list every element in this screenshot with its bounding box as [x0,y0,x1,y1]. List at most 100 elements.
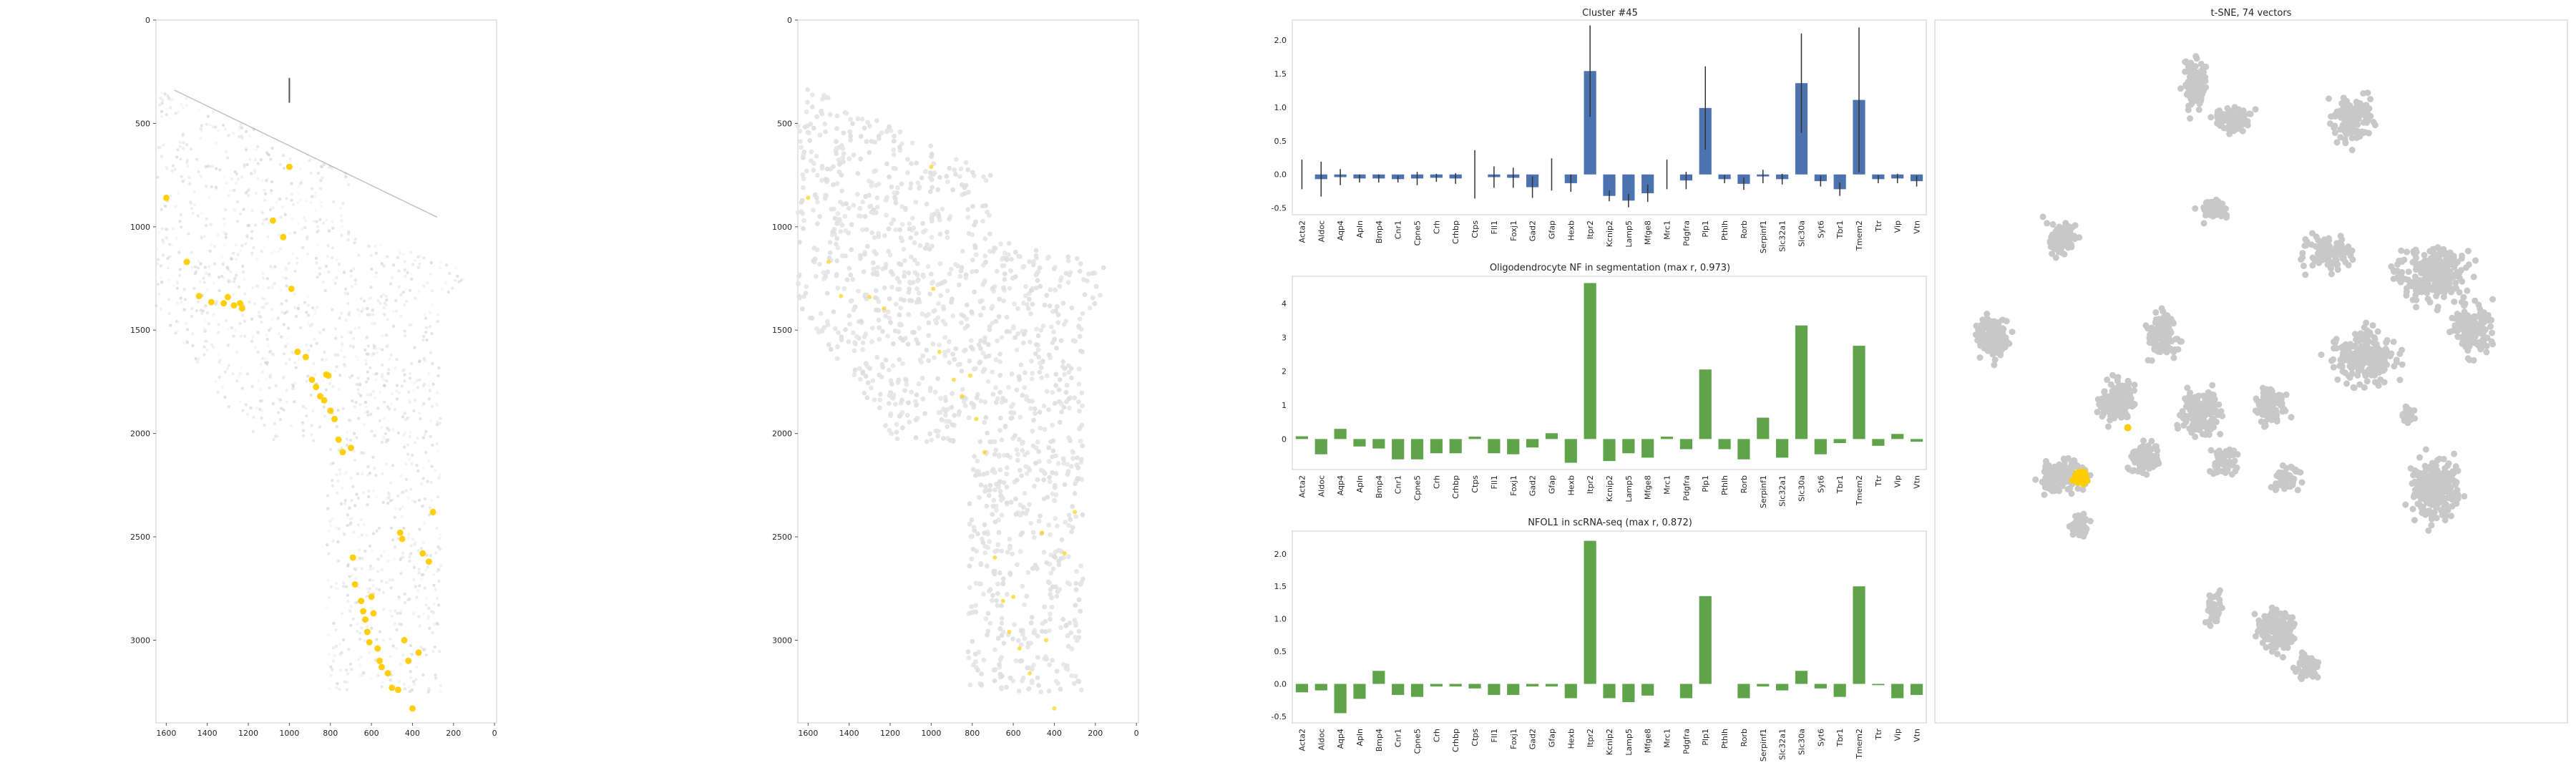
tissue-cell [203,281,206,284]
tissue-cell [238,322,242,326]
tissue-cell [981,174,986,180]
tissue-cell [267,153,271,157]
tissue-cell [869,325,875,331]
tissue-cell [950,313,956,319]
tissue-cell [993,357,999,362]
highlighted-cell [867,295,872,300]
tissue-cell [856,288,861,294]
tissue-cell [971,525,977,530]
tissue-cell [356,358,360,362]
tissue-cell [937,231,943,237]
tissue-cell [404,431,407,434]
tissue-cell [1038,513,1043,519]
tissue-cell [340,225,343,229]
tissue-cell [1066,522,1072,528]
tissue-cell [415,666,419,669]
tissue-cell [174,112,177,115]
tissue-cell [814,199,820,205]
tsne-point [2467,328,2474,335]
tissue-cell [1078,608,1083,614]
tissue-cell [337,527,341,531]
tissue-cell [238,249,243,253]
tissue-cell [186,164,190,168]
tissue-cell [421,334,426,339]
tissue-cell [320,176,324,180]
tissue-cell [222,276,226,280]
tissue-cell [406,452,410,456]
tissue-cell [243,319,247,323]
tissue-cell [359,296,363,301]
tissue-cell [175,236,178,240]
tissue-cell [919,311,925,316]
tissue-cell [175,286,179,290]
gene-tick-label: Crh [1432,475,1441,489]
bar [1757,684,1770,687]
tissue-cell [842,213,848,219]
tissue-cell [165,167,169,171]
tsne-point [2224,104,2231,112]
tissue-cell [181,134,185,137]
highlighted-cell [882,306,887,311]
tissue-cell [428,311,432,315]
tissue-cell [429,480,433,485]
tissue-cell [1049,604,1055,610]
tissue-cell [304,407,308,410]
tissue-cell [1035,675,1040,681]
tissue-cell [338,415,341,419]
gene-tick-label: Rorb [1740,729,1749,747]
tissue-cell [288,357,291,361]
tissue-cell [413,682,416,686]
tissue-cell [389,499,393,502]
tissue-cell [218,375,221,379]
tissue-cell [846,205,852,211]
tissue-cell [318,425,322,429]
tissue-cell [285,284,288,288]
tissue-cell [1003,256,1009,261]
tissue-cell [324,358,328,361]
tissue-cell [1026,686,1032,691]
tissue-cell [1053,371,1059,377]
tissue-cell [817,132,823,138]
tissue-cell [411,389,415,393]
tissue-cell [310,424,313,427]
tissue-cell [970,269,975,274]
tsne-point [2094,409,2101,416]
tsne-point [2459,333,2467,340]
tissue-cell [437,366,441,370]
tissue-cell [179,296,182,300]
tissue-cell [892,190,897,195]
tissue-cell [210,343,214,346]
tissue-cell [319,179,323,183]
tissue-cell [293,361,297,365]
tissue-cell [385,344,389,349]
tissue-cell [158,276,162,279]
bar [1314,439,1327,454]
tissue-cell [177,321,180,324]
tissue-cell [1025,449,1030,455]
tissue-cell [282,323,286,326]
tissue-cell [322,328,326,331]
tissue-cell [1034,326,1039,332]
bar [1545,684,1558,687]
tissue-cell [393,557,396,561]
tissue-cell [220,255,224,259]
highlighted-cell [1011,594,1016,599]
tissue-cell [996,313,1002,319]
tissue-cell [167,278,171,282]
tissue-cell [809,316,814,321]
tissue-cell [797,128,803,134]
tissue-cell [348,575,352,578]
tissue-cell [996,530,1002,535]
tissue-cell [258,315,261,319]
tissue-cell [239,365,243,369]
tissue-cell [1051,497,1057,503]
tsne-point [2200,87,2207,94]
tissue-cell [1030,443,1036,449]
tissue-cell [380,334,384,338]
tissue-cell [386,368,391,371]
tsne-point [2214,113,2221,120]
gene-tick-label: Tbr1 [1835,475,1845,494]
tissue-cell [876,298,882,304]
tissue-cell [1032,406,1038,412]
tissue-cell [801,176,806,182]
